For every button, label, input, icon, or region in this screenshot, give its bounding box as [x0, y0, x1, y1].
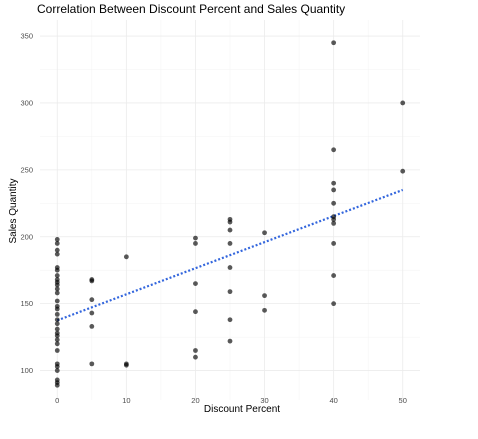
data-point: [262, 293, 267, 299]
data-point: [331, 200, 337, 206]
data-point: [331, 273, 337, 278]
data-point: [123, 362, 129, 368]
y-tick-label: 200: [20, 232, 33, 241]
data-point: [227, 289, 233, 295]
data-point: [54, 326, 60, 332]
data-point: [400, 168, 406, 174]
data-point: [331, 187, 337, 193]
y-axis-ticks: 100 150 200 250 300 350: [20, 32, 33, 376]
data-point: [54, 348, 60, 353]
y-tick-label: 150: [20, 299, 33, 308]
y-axis-title: Sales Quantity: [8, 178, 19, 243]
data-point: [54, 237, 60, 242]
data-point: [89, 297, 95, 303]
data-points: [54, 40, 406, 388]
data-point: [54, 311, 60, 317]
data-point: [123, 254, 129, 260]
data-point: [331, 147, 337, 153]
data-point: [54, 251, 60, 257]
data-point: [227, 338, 233, 344]
data-point: [193, 309, 198, 315]
y-tick-label: 250: [20, 165, 33, 174]
data-point: [54, 333, 60, 339]
data-point: [262, 307, 267, 313]
data-point: [227, 227, 233, 233]
x-tick-label: 10: [122, 396, 130, 405]
minor-gridlines: [40, 20, 420, 400]
x-tick-label: 0: [55, 396, 59, 405]
data-point: [54, 368, 60, 373]
data-point: [54, 306, 60, 312]
data-point: [331, 40, 337, 46]
data-point: [54, 382, 60, 388]
data-point: [331, 241, 337, 246]
data-point: [54, 298, 60, 304]
data-point: [54, 341, 60, 347]
x-tick-label: 30: [260, 396, 268, 405]
data-point: [54, 364, 60, 369]
data-point: [227, 241, 233, 246]
data-point: [54, 273, 60, 278]
data-point: [54, 286, 60, 292]
data-point: [54, 267, 60, 273]
data-point: [54, 317, 60, 323]
data-point: [193, 235, 198, 241]
trend-line-layer: [56, 188, 404, 322]
data-point: [227, 317, 233, 323]
data-point: [227, 219, 233, 225]
x-axis-title: Discount Percent: [204, 404, 280, 415]
y-tick-label: 300: [20, 98, 33, 107]
major-gridlines: [40, 20, 420, 400]
data-point: [331, 220, 337, 226]
data-point: [89, 361, 95, 367]
x-axis-ticks: 0 10 20 30 40 50: [55, 396, 407, 405]
y-tick-label: 350: [20, 32, 33, 41]
y-tick-label: 100: [20, 366, 33, 375]
data-point: [193, 348, 198, 353]
data-point: [54, 282, 60, 288]
data-point: [54, 337, 60, 343]
x-tick-label: 20: [191, 396, 199, 405]
x-tick-label: 50: [399, 396, 407, 405]
data-point: [262, 230, 267, 236]
x-tick-label: 40: [329, 396, 337, 405]
data-point: [54, 290, 60, 296]
data-point: [54, 321, 60, 327]
trend-line: [56, 188, 404, 322]
data-point: [193, 281, 198, 286]
chart-title: Correlation Between Discount Percent and…: [37, 2, 345, 16]
data-point: [331, 301, 337, 307]
data-point: [331, 216, 337, 222]
data-point: [89, 278, 95, 284]
data-point: [193, 241, 198, 246]
data-point: [331, 180, 337, 186]
data-point: [89, 310, 95, 316]
data-point: [227, 265, 233, 270]
data-point: [193, 354, 198, 360]
data-point: [54, 247, 60, 253]
data-point: [89, 324, 95, 329]
data-point: [54, 241, 60, 246]
data-point: [400, 100, 406, 106]
